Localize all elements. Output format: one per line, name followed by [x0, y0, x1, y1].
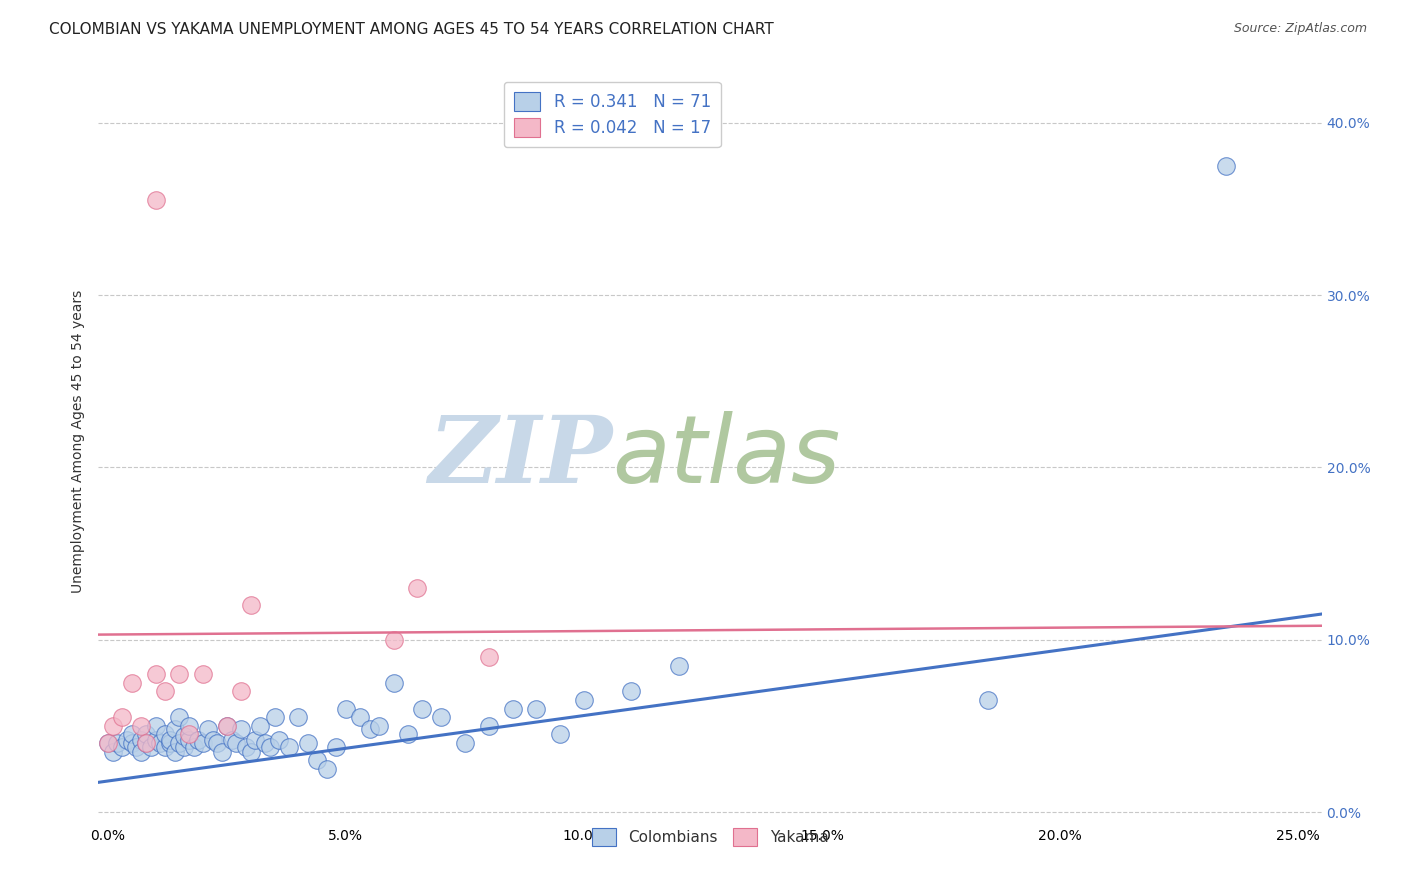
Point	[382, 632, 405, 647]
Point	[277, 739, 299, 754]
Point	[1215, 159, 1237, 173]
Point	[349, 710, 371, 724]
Text: Source: ZipAtlas.com: Source: ZipAtlas.com	[1233, 22, 1367, 36]
Point	[169, 667, 191, 681]
Point	[335, 701, 357, 715]
Point	[145, 719, 167, 733]
Point	[406, 581, 429, 595]
Point	[249, 719, 271, 733]
Point	[163, 745, 186, 759]
Point	[231, 684, 253, 698]
Y-axis label: Unemployment Among Ages 45 to 54 years: Unemployment Among Ages 45 to 54 years	[70, 290, 84, 593]
Text: atlas: atlas	[612, 411, 841, 502]
Point	[135, 736, 157, 750]
Point	[125, 739, 148, 754]
Point	[129, 719, 152, 733]
Point	[454, 736, 477, 750]
Point	[169, 736, 191, 750]
Point	[145, 732, 167, 747]
Point	[97, 736, 120, 750]
Point	[159, 732, 181, 747]
Point	[121, 727, 143, 741]
Point	[287, 710, 309, 724]
Point	[239, 599, 262, 613]
Point	[211, 745, 233, 759]
Point	[430, 710, 453, 724]
Point	[187, 732, 209, 747]
Legend: Colombians, Yakama: Colombians, Yakama	[582, 819, 838, 855]
Point	[207, 736, 229, 750]
Point	[169, 710, 191, 724]
Point	[548, 727, 571, 741]
Point	[478, 719, 501, 733]
Point	[129, 732, 152, 747]
Point	[269, 732, 291, 747]
Point	[245, 732, 267, 747]
Point	[177, 732, 200, 747]
Point	[129, 745, 152, 759]
Point	[173, 729, 195, 743]
Point	[197, 723, 219, 737]
Point	[368, 719, 391, 733]
Point	[315, 762, 337, 776]
Point	[149, 736, 172, 750]
Point	[115, 732, 138, 747]
Point	[139, 739, 162, 754]
Point	[183, 739, 205, 754]
Text: ZIP: ZIP	[427, 412, 612, 501]
Point	[121, 736, 143, 750]
Point	[191, 667, 214, 681]
Point	[135, 736, 157, 750]
Point	[101, 745, 124, 759]
Point	[97, 736, 120, 750]
Point	[225, 736, 247, 750]
Point	[107, 736, 129, 750]
Point	[382, 675, 405, 690]
Point	[235, 739, 257, 754]
Point	[977, 693, 1000, 707]
Point	[153, 684, 176, 698]
Point	[297, 736, 319, 750]
Point	[231, 723, 253, 737]
Point	[111, 739, 134, 754]
Point	[620, 684, 643, 698]
Point	[191, 736, 214, 750]
Point	[325, 739, 347, 754]
Point	[153, 739, 176, 754]
Point	[259, 739, 281, 754]
Point	[253, 736, 276, 750]
Point	[668, 658, 690, 673]
Point	[177, 719, 200, 733]
Text: COLOMBIAN VS YAKAMA UNEMPLOYMENT AMONG AGES 45 TO 54 YEARS CORRELATION CHART: COLOMBIAN VS YAKAMA UNEMPLOYMENT AMONG A…	[49, 22, 773, 37]
Point	[396, 727, 419, 741]
Point	[163, 723, 186, 737]
Point	[153, 727, 176, 741]
Point	[572, 693, 595, 707]
Point	[239, 745, 262, 759]
Point	[135, 727, 157, 741]
Point	[111, 710, 134, 724]
Point	[101, 719, 124, 733]
Point	[177, 727, 200, 741]
Point	[524, 701, 547, 715]
Point	[145, 667, 167, 681]
Point	[478, 649, 501, 664]
Point	[307, 753, 329, 767]
Point	[215, 719, 238, 733]
Point	[263, 710, 285, 724]
Point	[173, 739, 195, 754]
Point	[411, 701, 433, 715]
Point	[221, 732, 243, 747]
Point	[359, 723, 381, 737]
Point	[201, 732, 224, 747]
Point	[121, 675, 143, 690]
Point	[145, 194, 167, 208]
Point	[215, 719, 238, 733]
Point	[502, 701, 524, 715]
Point	[159, 736, 181, 750]
